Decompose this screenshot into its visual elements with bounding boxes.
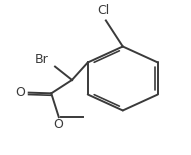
Text: Cl: Cl — [97, 4, 109, 17]
Text: O: O — [53, 118, 63, 131]
Text: O: O — [15, 86, 25, 99]
Text: Br: Br — [35, 53, 49, 66]
